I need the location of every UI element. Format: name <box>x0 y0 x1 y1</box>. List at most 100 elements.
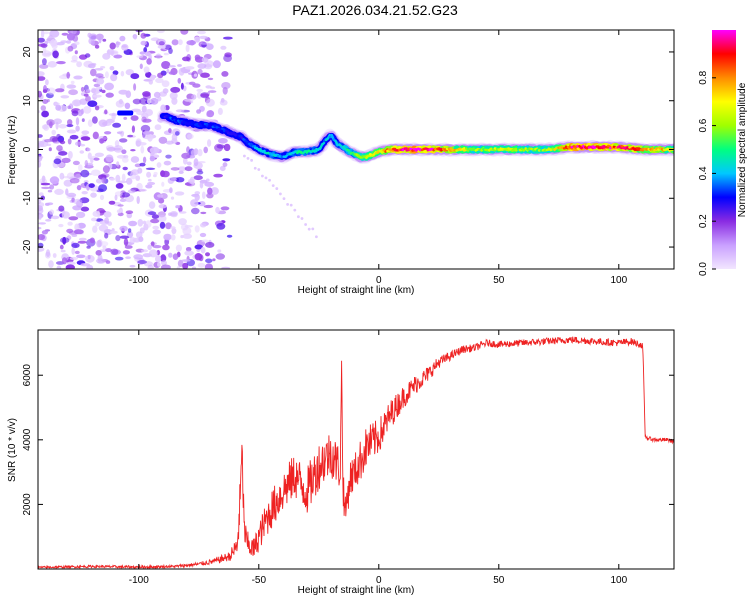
spectrogram-ridge-segment <box>465 147 470 152</box>
spectrogram-noise-blob <box>195 37 200 43</box>
spectrogram-noise-blob <box>73 198 83 205</box>
spectrogram-noise-blob <box>177 166 187 171</box>
spectrogram-noise-blob <box>191 94 197 100</box>
spectrogram-noise-blob <box>109 177 115 181</box>
spectrogram-ridge-segment <box>284 153 289 158</box>
spectrogram-noise-blob <box>185 44 190 53</box>
spectrogram-noise-blob <box>38 37 45 43</box>
spectrogram-noise-blob <box>117 110 134 116</box>
spectrogram-noise-blob <box>216 144 225 149</box>
spectrogram-y-tick-label: 20 <box>22 46 33 58</box>
spectrogram-ridge-segment <box>244 139 249 144</box>
spectrogram-x-ticks: -100 -50 0 50 100 <box>129 30 628 286</box>
spectrogram-noise-blob <box>219 165 226 172</box>
spectrogram-noise-blob <box>116 209 123 214</box>
spectrogram-noise-blob <box>226 234 233 238</box>
spectrogram-noise-blob <box>158 41 165 46</box>
spectrogram-noise-blob <box>38 71 45 77</box>
spectrogram-noise-blob <box>63 176 71 179</box>
spectrogram-noise-blob <box>112 122 121 128</box>
spectrogram-ridge-segment <box>261 174 264 178</box>
snr-y-tick-label: 4000 <box>22 428 33 451</box>
spectrogram-noise-blob <box>81 118 85 122</box>
spectrogram-noise-blob <box>139 227 145 234</box>
spectrogram-noise-blob <box>40 30 45 38</box>
spectrogram-noise-blob <box>52 50 59 59</box>
spectrogram-noise-blob <box>98 224 109 232</box>
snr-frame <box>37 329 675 570</box>
spectrogram-noise-blob <box>221 266 231 269</box>
spectrogram-ridge-segment <box>351 153 356 157</box>
spectrogram-noise-blob <box>215 253 225 260</box>
spectrogram-noise-blob <box>178 211 187 214</box>
spectrogram-noise-blob <box>133 83 137 91</box>
spectrogram-noise-blob <box>169 187 173 194</box>
spectrogram-noise-blob <box>193 148 199 156</box>
spectrogram-noise-blob <box>38 110 41 114</box>
spectrogram-noise-blob <box>189 100 194 104</box>
spectrogram-noise-blob <box>136 55 144 58</box>
spectrogram-noise-blob <box>150 241 155 247</box>
figure-title: PAZ1.2026.034.21.52.G23 <box>292 2 458 18</box>
spectrogram-noise-blob <box>66 40 72 44</box>
spectrogram-noise-blob <box>160 254 167 263</box>
spectrogram-noise-blob <box>42 89 48 93</box>
spectrogram-noise-blob <box>186 133 194 139</box>
spectrogram-ridge-segment <box>599 145 604 150</box>
spectrogram-ridge-segment <box>257 168 261 171</box>
snr-x-tick-label: -50 <box>252 575 267 586</box>
spectrogram-ridge-segment <box>257 148 262 152</box>
spectrogram-noise-blob <box>120 70 125 77</box>
spectrogram-noise-blob <box>168 71 176 75</box>
spectrogram-noise-blob <box>53 118 62 125</box>
spectrogram-noise-blob <box>80 108 84 115</box>
spectrogram-noise-blob <box>92 131 99 140</box>
spectrogram-noise-blob <box>141 116 147 123</box>
spectrogram-noise-blob <box>87 119 93 127</box>
spectrogram-noise-blob <box>73 100 79 107</box>
spectrogram-noise-blob <box>138 236 144 242</box>
spectrogram-noise-blob <box>78 237 87 241</box>
spectrogram-noise-blob <box>50 215 60 220</box>
spectrogram-noise-blob <box>176 266 181 269</box>
spectrogram-ridge-segment <box>194 122 199 126</box>
spectrogram-noise-blob <box>160 264 171 269</box>
spectrogram-ridge-segment <box>271 184 275 188</box>
spectrogram-noise-blob <box>109 230 118 234</box>
spectrogram-noise-blob <box>104 217 109 224</box>
spectrogram-noise-blob <box>38 214 42 220</box>
spectrogram-noise-blob <box>148 201 156 209</box>
spectrogram-noise-blob <box>165 154 172 159</box>
spectrogram-noise-blob <box>92 210 100 217</box>
spectrogram-x-tick-label: -50 <box>252 275 267 286</box>
spectrogram-noise-blob <box>59 172 65 180</box>
spectrogram-noise-blob <box>157 262 161 267</box>
spectrogram-noise-blob <box>79 98 88 105</box>
colorbar-tick-label: 0.2 <box>698 214 709 228</box>
spectrogram-noise-blob <box>177 77 182 84</box>
spectrogram-ridge-segment <box>311 227 315 231</box>
spectrogram-noise-blob <box>71 234 78 237</box>
spectrogram-noise-blob <box>199 232 207 238</box>
spectrogram-noise-blob <box>40 182 51 186</box>
spectrogram-noise-blob <box>146 171 152 178</box>
spectrogram-ridge-segment <box>589 145 595 150</box>
spectrogram-noise-blob <box>65 188 69 196</box>
spectrogram-plot-area <box>38 30 674 269</box>
spectrogram-noise-blob <box>153 171 158 176</box>
spectrogram-noise-blob <box>41 186 51 190</box>
spectrogram-ridge-segment <box>293 208 297 212</box>
spectrogram-noise-blob <box>168 65 176 68</box>
spectrogram-noise-blob <box>98 119 108 127</box>
spectrogram-noise-blob <box>140 249 149 253</box>
spectrogram-noise-blob <box>197 30 206 35</box>
spectrogram-ridge-segment <box>221 127 226 132</box>
spectrogram-noise-blob <box>223 36 233 40</box>
spectrogram-noise-blob <box>84 53 91 58</box>
spectrogram-x-tick-label: 50 <box>493 275 505 286</box>
spectrogram-ridge-segment <box>307 227 311 231</box>
spectrogram-noise-blob <box>71 110 79 117</box>
colorbar-label: Normalized spectral amplitude <box>737 82 748 217</box>
spectrogram-noise-blob <box>184 166 193 172</box>
spectrogram-noise-blob <box>119 35 126 42</box>
